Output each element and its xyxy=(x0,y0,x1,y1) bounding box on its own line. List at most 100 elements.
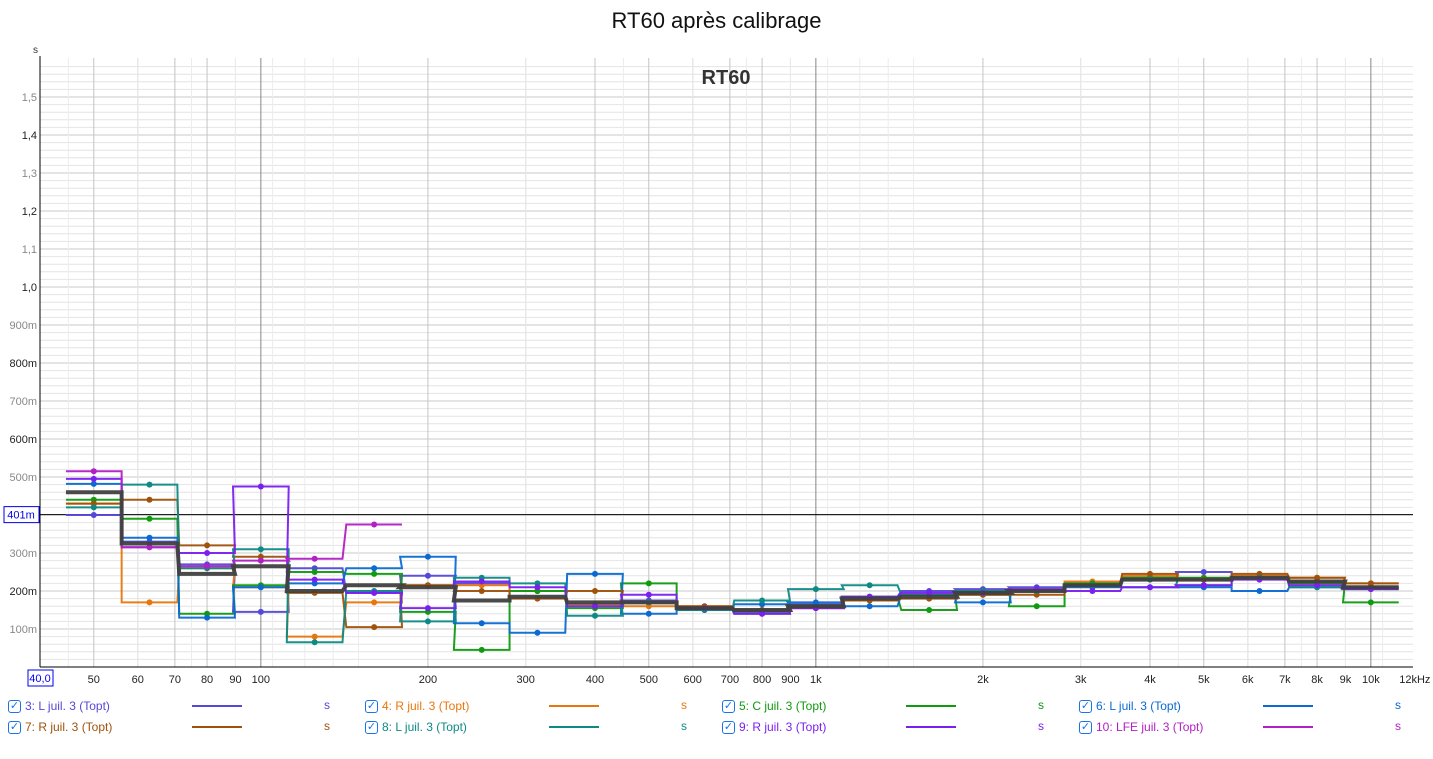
data-point xyxy=(311,639,318,646)
y-tick-label: 300m xyxy=(9,548,37,560)
data-point xyxy=(759,597,766,604)
data-point xyxy=(1314,574,1321,581)
legend-unit: s xyxy=(1038,698,1044,712)
data-point xyxy=(424,572,431,579)
data-point xyxy=(257,557,264,564)
legend-unit: s xyxy=(324,719,330,733)
legend-item[interactable]: ✓ 5: C juil. 3 (Topt) s xyxy=(722,697,1062,715)
checkbox-checked-icon[interactable]: ✓ xyxy=(722,720,735,734)
data-point xyxy=(592,570,598,577)
legend-item[interactable]: ✓ 6: L juil. 3 (Topt) s xyxy=(1079,697,1419,715)
data-point xyxy=(812,586,819,593)
legend-label: 4: R juil. 3 (Topt) xyxy=(382,699,470,713)
legend-unit: s xyxy=(681,698,687,712)
data-point xyxy=(592,588,598,594)
data-point xyxy=(146,515,153,522)
data-point xyxy=(478,620,485,627)
data-point xyxy=(204,550,211,556)
checkbox-checked-icon[interactable]: ✓ xyxy=(365,720,378,734)
data-point xyxy=(204,563,211,570)
checkbox-checked-icon[interactable]: ✓ xyxy=(365,699,378,713)
x-tick-label: 4k xyxy=(1144,674,1156,686)
data-point xyxy=(371,521,378,528)
x-tick-label: 5k xyxy=(1198,674,1210,686)
x-tick-label: 6k xyxy=(1242,674,1254,686)
data-point xyxy=(146,544,153,551)
legend-line-sample xyxy=(192,705,242,707)
checkbox-checked-icon[interactable]: ✓ xyxy=(722,699,735,713)
x-tick-label: 500 xyxy=(640,674,658,686)
x-tick-label: 80 xyxy=(201,674,213,686)
x-tick-label: 10k xyxy=(1362,674,1380,686)
checkbox-checked-icon[interactable]: ✓ xyxy=(1079,699,1092,713)
legend-unit: s xyxy=(1038,719,1044,733)
y-tick-label: 900m xyxy=(9,320,37,332)
inner-chart-label: RT60 xyxy=(702,67,751,89)
checkbox-checked-icon[interactable]: ✓ xyxy=(8,720,21,734)
legend-label: 8: L juil. 3 (Topt) xyxy=(382,720,467,734)
legend-item[interactable]: ✓ 10: LFE juil. 3 (Topt) s xyxy=(1079,718,1419,736)
y-tick-label: 100m xyxy=(9,624,37,636)
data-point xyxy=(204,542,211,549)
legend-item[interactable]: ✓ 8: L juil. 3 (Topt) s xyxy=(365,718,705,736)
data-point xyxy=(866,582,873,589)
data-point xyxy=(311,569,318,575)
data-point xyxy=(424,553,431,560)
x-tick-label: 900 xyxy=(781,674,799,686)
x-tick-label: 600 xyxy=(684,674,702,686)
y-tick-label: 800m xyxy=(9,358,37,370)
x-tick-label: 300 xyxy=(516,674,534,686)
data-point xyxy=(371,624,378,631)
cursor-x-label: 40,0 xyxy=(29,673,50,685)
x-tick-label: 8k xyxy=(1311,674,1323,686)
data-point xyxy=(759,610,766,617)
data-point xyxy=(645,610,652,617)
y-tick-label: 1,1 xyxy=(22,244,37,256)
x-tick-label: 12kHz xyxy=(1399,674,1430,686)
data-point xyxy=(1089,588,1096,594)
x-tick-label: 1k xyxy=(810,674,822,686)
data-point xyxy=(146,481,153,488)
legend-item[interactable]: ✓ 3: L juil. 3 (Topt) s xyxy=(8,697,348,715)
legend-unit: s xyxy=(1395,719,1401,733)
data-point xyxy=(311,576,318,583)
legend-line-sample xyxy=(906,726,956,728)
data-point xyxy=(1256,588,1263,594)
legend-line-sample xyxy=(1263,726,1313,728)
data-point xyxy=(424,605,431,612)
cursor-x-box xyxy=(27,669,54,687)
x-tick-label: 7k xyxy=(1279,674,1291,686)
data-point xyxy=(645,580,652,587)
legend-line-sample xyxy=(1263,705,1313,707)
y-tick-label: 1,2 xyxy=(22,206,37,218)
rt60-chart: s 100m 200m 300m 500m 600m 700m 800m 900m 1,0 1,1 1… xyxy=(3,45,1430,687)
legend-item[interactable]: ✓ 7: R juil. 3 (Topt) s xyxy=(8,718,348,736)
data-point xyxy=(146,599,153,606)
checkbox-checked-icon[interactable]: ✓ xyxy=(8,699,21,713)
data-point xyxy=(311,555,318,562)
data-point xyxy=(371,599,378,606)
data-point xyxy=(146,534,153,541)
data-point xyxy=(90,504,97,511)
cursor-y-label: 401m xyxy=(7,510,35,522)
legend-line-sample xyxy=(192,726,242,728)
y-tick-label: 1,5 xyxy=(22,92,37,104)
y-tick-label: 500m xyxy=(9,472,37,484)
y-tick-label: 1,0 xyxy=(22,282,37,294)
y-axis-unit: s xyxy=(33,45,38,56)
data-point xyxy=(478,588,485,594)
data-point xyxy=(1314,582,1321,589)
data-point xyxy=(90,480,97,487)
data-point xyxy=(311,633,318,640)
checkbox-checked-icon[interactable]: ✓ xyxy=(1079,720,1092,734)
data-point xyxy=(645,591,652,598)
x-tick-label: 400 xyxy=(586,674,604,686)
legend-item[interactable]: ✓ 4: R juil. 3 (Topt) s xyxy=(365,697,705,715)
x-tick-label: 100 xyxy=(252,674,270,686)
legend-label: 10: LFE juil. 3 (Topt) xyxy=(1096,720,1204,734)
legend-item[interactable]: ✓ 9: R juil. 3 (Topt) s xyxy=(722,718,1062,736)
series-line xyxy=(65,477,1399,615)
data-point xyxy=(1033,603,1040,610)
data-point xyxy=(90,475,97,482)
data-point xyxy=(534,584,541,591)
